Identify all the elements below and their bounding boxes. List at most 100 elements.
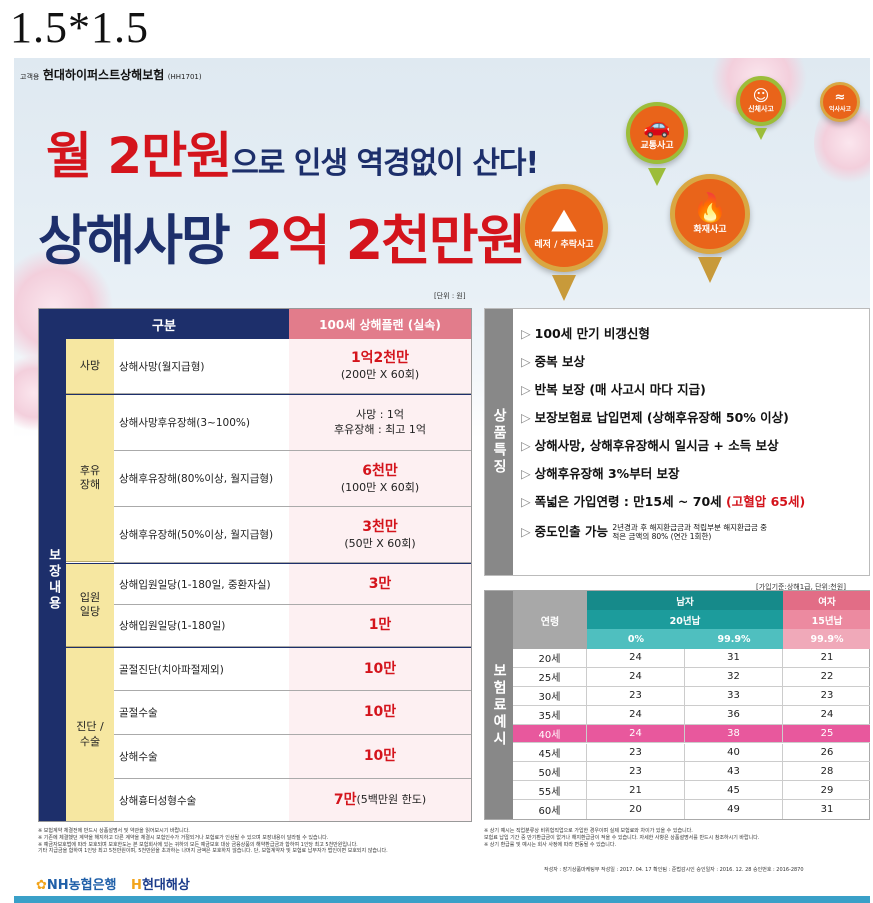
feature-item: ▷ 100세 만기 비갱신형 <box>521 323 650 342</box>
value-main: 7만 <box>333 791 357 808</box>
row-value: 6천만 (100만 X 60회) <box>289 451 471 506</box>
pin-label: 신체사고 <box>748 105 774 113</box>
table-row: 골절수술 10만 <box>114 691 471 735</box>
cell: 25 <box>820 728 834 740</box>
feature-item: ▷ 중도인출 가능 2년경과 후 해지환급금과 적립부분 해지환급금 중 적은 금액… <box>521 521 767 541</box>
pin-tail <box>648 168 666 186</box>
pin-label: 화재사고 <box>693 224 727 235</box>
pin-body: ☺ 신체사고 <box>736 76 786 140</box>
table-row: 30세 23 33 23 <box>513 686 870 706</box>
header-female-period: 15년납 <box>783 610 870 629</box>
pin-tail <box>698 257 722 283</box>
value-sub: (100만 X 60회) <box>340 480 420 494</box>
row-value: 10만 <box>289 648 471 690</box>
pin-label: 익사사고 <box>828 106 852 113</box>
side-label-coverage: 보장내용 <box>39 339 66 821</box>
value-main: 사망 : 1억 <box>355 407 405 421</box>
header-female: 여자 <box>783 591 870 610</box>
headline-1-highlight: 월 2만원 <box>46 127 232 185</box>
table-row: 상해사망(월지급형) 1억2천만 (200만 X 60회) <box>114 339 471 394</box>
table-row: 50세 23 43 28 <box>513 762 870 782</box>
swim-icon: ≈ <box>834 90 846 105</box>
premium-header: 연령 남자 여자 20년납 15년납 0% 99.9% 99.9% <box>513 591 870 649</box>
table-row: 상해수술 10만 <box>114 735 471 779</box>
header-male-rate-1: 0% <box>587 629 685 649</box>
feature-text: 100세 만기 비갱신형 <box>534 326 650 341</box>
cell: 23 <box>587 762 685 781</box>
cell: 21 <box>820 652 834 664</box>
cell: 29 <box>820 784 834 796</box>
cell: 38 <box>685 724 783 743</box>
value-main: 10만 <box>363 704 397 721</box>
cell: 32 <box>685 667 783 686</box>
row-name: 상해흉터성형수술 <box>119 794 197 807</box>
value-sub: (200만 X 60회) <box>340 368 420 382</box>
group-label-text: 진단 / 수술 <box>76 720 104 748</box>
header-plan: 100세 상해플랜 (실속) <box>289 309 471 339</box>
note-line: ※ 예금자보호법에 따라 보호되며 보호한도는 본 보험회사에 있는 귀하의 모… <box>38 841 358 848</box>
cell-age: 45세 <box>513 743 587 762</box>
arrow-icon: ▷ <box>521 326 531 341</box>
feature-item: ▷ 보장보험료 납입면제 (상해후유장해 50% 이상) <box>521 407 789 426</box>
feature-text: 반복 보장 (매 사고시 마다 지급) <box>534 382 706 397</box>
hyundai-logo-icon: H <box>131 878 142 893</box>
pin-label: 레저 / 추락사고 <box>534 239 594 250</box>
headline-1: 월 2만원으로 인생 역경없이 산다! <box>46 116 539 188</box>
feature-note: 2년경과 후 해지환급금과 적립부분 해지환급금 중 적은 금액의 80% (연간… <box>612 523 767 541</box>
feature-text: 폭넓은 가입연령 : 만15세 ~ 70세 <box>534 494 726 509</box>
table-row-highlight: 40세 24 38 25 <box>513 724 870 744</box>
pin-tail <box>755 128 767 140</box>
table-row: 상해후유장해(50%이상, 월지급형) 3천만 (50만 X 60회) <box>114 507 471 563</box>
headline-2-prefix: 상해사망 <box>38 209 246 272</box>
notes-right: ※ 상기 예시는 직업분류상 비위험직업으로 가입한 경우이며 실제 보험료와 … <box>484 828 870 848</box>
cell-age: 25세 <box>513 667 587 686</box>
row-value: 1억2천만 (200만 X 60회) <box>289 339 471 393</box>
pin-label: 교통사고 <box>640 140 674 151</box>
table-row: 상해입원일당(1-180일) 1만 <box>114 605 471 647</box>
cell-age: 35세 <box>513 705 587 724</box>
value-main: 3천만 <box>362 518 398 535</box>
row-name: 상해수술 <box>119 751 158 763</box>
table-row: 20세 24 31 21 <box>513 649 870 668</box>
row-name: 상해입원일당(1-180일, 중환자실) <box>119 578 271 591</box>
cell: 20 <box>587 800 685 820</box>
brand-prefix: 고객용 <box>20 73 40 81</box>
arrow-icon: ▷ <box>521 466 531 481</box>
cell-age: 50세 <box>513 762 587 781</box>
unit-label-right: [가입기준:상해1급, 단위:천원] <box>756 583 846 591</box>
cell: 31 <box>685 649 783 667</box>
insurance-poster: 고객용 현대하이퍼스트상해보험 (HH1701) 월 2만원으로 인생 역경없이… <box>14 58 870 903</box>
cell: 40 <box>685 743 783 762</box>
table-row: 상해입원일당(1-180일, 중환자실) 3만 <box>114 563 471 605</box>
feature-item: ▷ 폭넓은 가입연령 : 만15세 ~ 70세 (고혈압 65세) <box>521 491 805 510</box>
cell: 28 <box>820 765 834 777</box>
cell: 43 <box>685 762 783 781</box>
value-main: 10만 <box>363 660 397 677</box>
arrow-icon: ▷ <box>521 494 531 509</box>
group-label: 입원일당 <box>66 563 114 647</box>
value-sub: (5백만원 한도) <box>356 792 427 806</box>
row-name: 골절진단(치아파절제외) <box>119 663 224 676</box>
feature-item: ▷ 반복 보장 (매 사고시 마다 지급) <box>521 379 706 398</box>
row-name: 상해사망후유장해(3~100%) <box>119 417 250 429</box>
row-value: 1만 <box>289 605 471 646</box>
arrow-icon: ▷ <box>521 438 531 453</box>
cell: 21 <box>587 781 685 800</box>
side-label-text: 상품특징 <box>491 408 508 476</box>
climb-icon: ⛰ <box>551 203 577 239</box>
row-value: 사망 : 1억 후유장해 : 최고 1억 <box>289 395 471 450</box>
header-male-period: 20년납 <box>587 610 783 629</box>
cell-age: 60세 <box>513 800 587 820</box>
brand-company: 현대하이퍼스트상해보험 <box>42 68 165 82</box>
cell: 22 <box>820 671 834 683</box>
arrow-icon: ▷ <box>521 382 531 397</box>
group-label: 사망 <box>66 339 114 394</box>
cell: 36 <box>685 705 783 724</box>
cell-age: 40세 <box>513 724 587 743</box>
group-label: 후유장해 <box>66 394 114 562</box>
cell: 33 <box>685 686 783 705</box>
row-value: 10만 <box>289 735 471 778</box>
side-label-premium: 보험료예시 <box>485 591 513 819</box>
arrow-icon: ▷ <box>521 524 531 539</box>
cell: 45 <box>685 781 783 800</box>
